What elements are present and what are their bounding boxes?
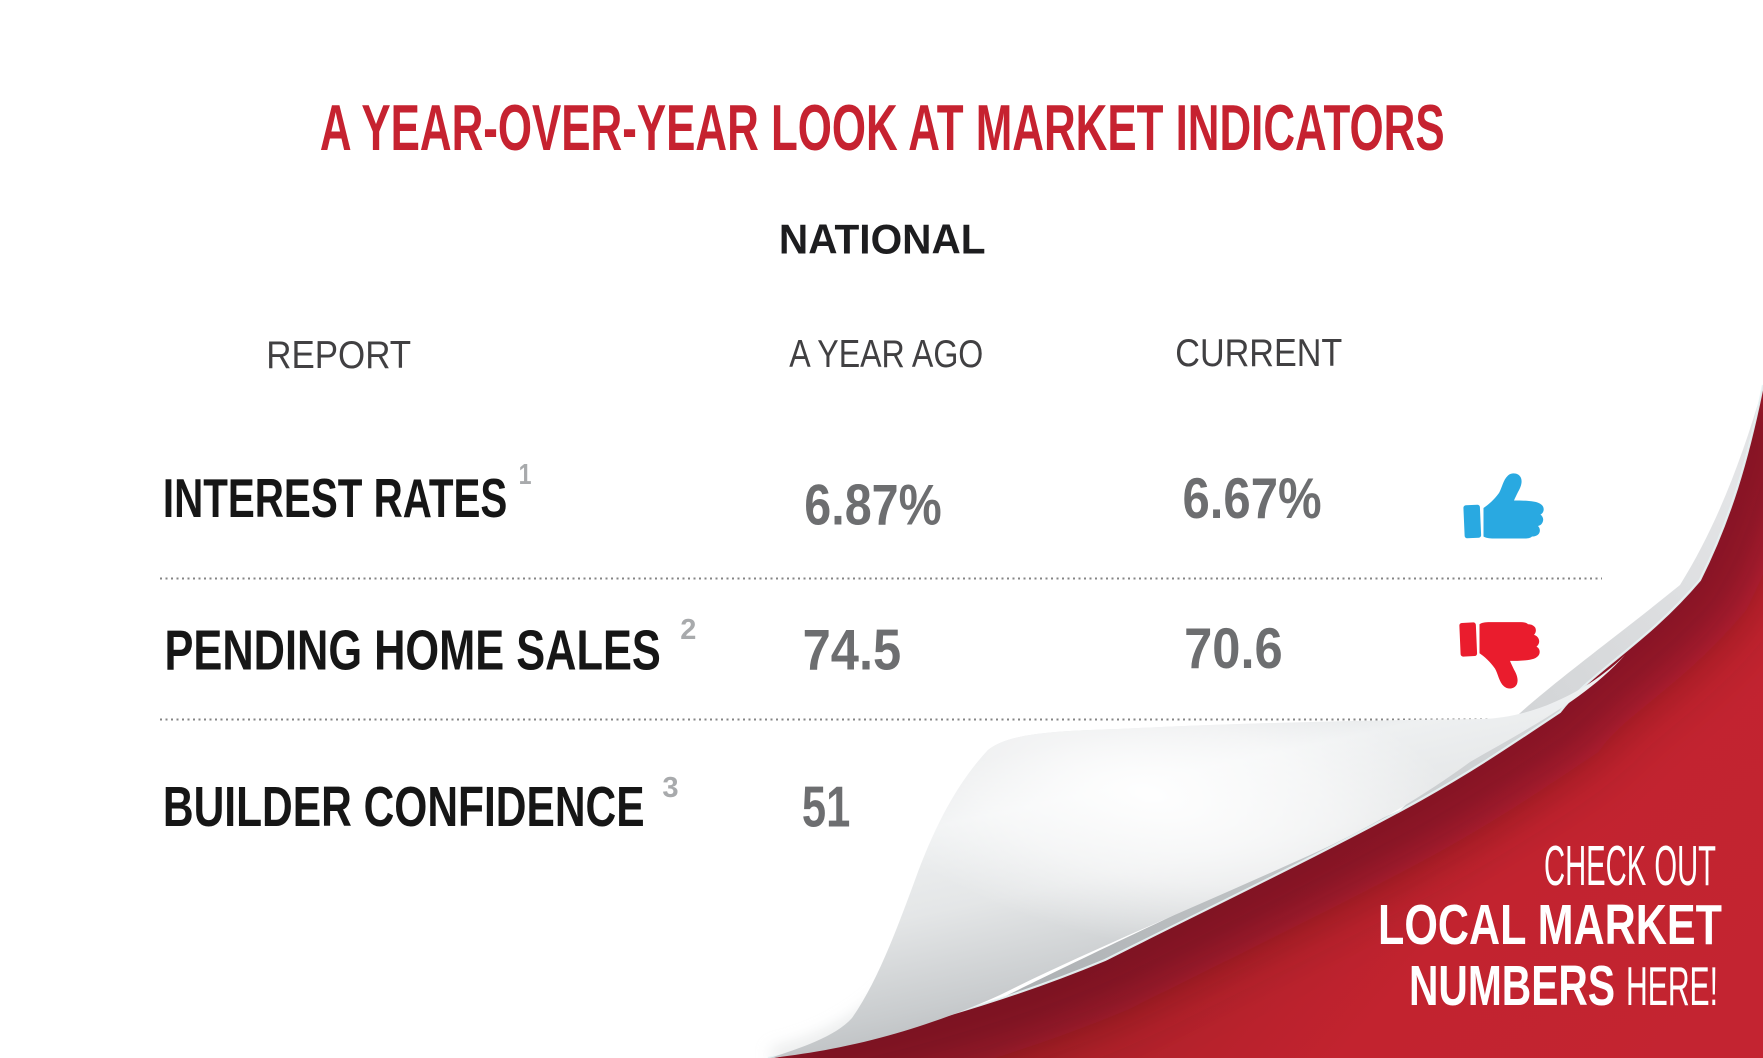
svg-text:CHECK OUT: CHECK OUT — [1544, 834, 1716, 898]
svg-text:A YEAR-OVER-YEAR LOOK AT MARKE: A YEAR-OVER-YEAR LOOK AT MARKET INDICATO… — [320, 91, 1445, 164]
svg-text:A YEAR AGO: A YEAR AGO — [789, 333, 983, 376]
svg-text:2: 2 — [680, 614, 696, 646]
svg-text:3: 3 — [662, 772, 678, 804]
svg-text:51: 51 — [802, 775, 850, 839]
svg-text:74.5: 74.5 — [803, 619, 902, 683]
svg-text:NUMBERS: NUMBERS — [1409, 954, 1615, 1017]
svg-text:PENDING HOME SALES: PENDING HOME SALES — [165, 619, 661, 683]
svg-text:INTEREST RATES: INTEREST RATES — [163, 467, 507, 529]
svg-text:LOCAL MARKET: LOCAL MARKET — [1378, 893, 1722, 956]
svg-text:HERE!: HERE! — [1626, 955, 1718, 1017]
svg-text:6.67%: 6.67% — [1183, 467, 1322, 531]
svg-text:6.87%: 6.87% — [804, 474, 941, 538]
svg-text:CURRENT: CURRENT — [1175, 332, 1342, 375]
svg-text:BUILDER CONFIDENCE: BUILDER CONFIDENCE — [163, 775, 645, 839]
svg-text:REPORT: REPORT — [266, 334, 411, 377]
svg-text:1: 1 — [519, 459, 532, 491]
svg-text:NATIONAL: NATIONAL — [779, 215, 986, 262]
svg-text:70.6: 70.6 — [1184, 617, 1283, 681]
